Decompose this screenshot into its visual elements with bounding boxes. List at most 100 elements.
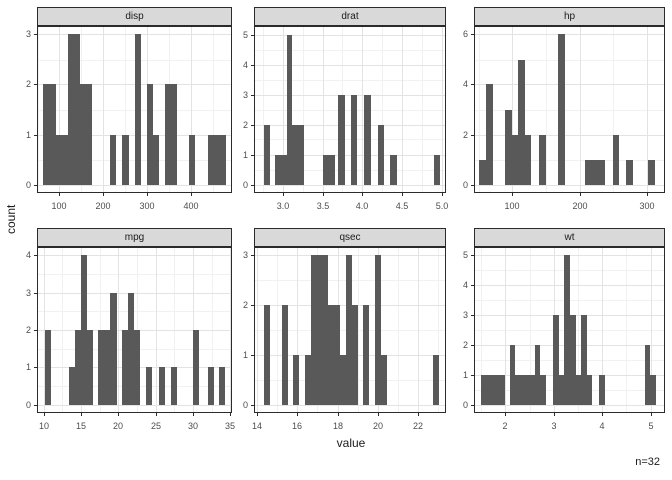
x-axis-tick	[647, 193, 648, 196]
histogram-bar	[189, 135, 195, 185]
histogram-bar	[346, 255, 352, 405]
histogram-bar	[146, 367, 152, 405]
gridline-minor-x	[481, 248, 482, 412]
histogram-bar	[98, 330, 104, 405]
y-axis-tick	[251, 355, 254, 356]
gridline-major-x	[442, 27, 443, 192]
gridline-minor-y	[38, 311, 231, 312]
histogram-bar	[553, 315, 559, 405]
histogram-bar	[193, 330, 199, 405]
x-axis-tick	[297, 413, 298, 416]
gridline-minor-y	[38, 60, 231, 61]
y-axis-tick-label: 2	[25, 325, 31, 335]
histogram-bar	[328, 305, 334, 405]
x-axis-tick	[402, 193, 403, 196]
gridline-major-x	[118, 248, 119, 412]
histogram-bar	[81, 255, 87, 405]
x-axis-tick-label: 25	[150, 421, 161, 431]
gridline-minor-x	[546, 27, 547, 192]
histogram-bar	[171, 84, 177, 185]
facet-panel-qsec	[254, 247, 446, 413]
y-axis-tick	[251, 185, 254, 186]
x-axis-tick-label: 3.5	[316, 201, 330, 211]
x-axis-tick-label: 22	[412, 421, 423, 431]
x-axis-title: value	[336, 436, 366, 450]
histogram-bar	[317, 255, 323, 405]
gridline-minor-y	[255, 50, 445, 51]
histogram-bar	[147, 84, 153, 185]
y-axis-tick	[34, 135, 37, 136]
histogram-bar	[56, 135, 62, 185]
histogram-bar	[159, 367, 165, 405]
y-axis-tick	[34, 84, 37, 85]
histogram-bar	[539, 135, 546, 185]
gridline-major-y	[255, 405, 445, 406]
facet-strip-label: wt	[564, 232, 575, 243]
y-axis-tick	[251, 255, 254, 256]
gridline-minor-x	[213, 27, 214, 192]
histogram-bar	[381, 355, 387, 405]
x-axis-tick-label: 35	[224, 421, 235, 431]
y-axis-tick	[471, 285, 474, 286]
histogram-bar	[363, 305, 369, 405]
histogram-bar	[275, 155, 287, 185]
y-axis-tick	[251, 125, 254, 126]
x-axis-tick	[418, 413, 419, 416]
histogram-bar	[599, 375, 605, 405]
x-axis-tick-label: 5	[648, 421, 654, 431]
histogram-bar	[479, 160, 486, 185]
histogram-bar	[69, 367, 75, 405]
histogram-bar	[74, 34, 80, 185]
facet-strip-drat: drat	[254, 7, 446, 26]
gridline-minor-x	[263, 27, 264, 192]
x-axis-tick-label: 15	[75, 421, 86, 431]
histogram-bar	[323, 155, 335, 185]
x-axis-tick-label: 20	[112, 421, 123, 431]
y-axis-tick	[251, 155, 254, 156]
y-axis-tick-label: 6	[462, 29, 468, 39]
histogram-bar	[352, 305, 358, 405]
y-axis-tick-label: 3	[25, 288, 31, 298]
histogram-bar	[50, 84, 56, 185]
histogram-bar	[576, 375, 581, 405]
histogram-bar	[510, 345, 515, 405]
histogram-bar	[525, 135, 531, 185]
facet-panel-mpg	[37, 247, 232, 413]
x-axis-tick	[193, 413, 194, 416]
y-axis-tick-label: 4	[462, 280, 468, 290]
facet-strip-qsec: qsec	[254, 228, 446, 247]
histogram-bar	[110, 135, 116, 185]
gridline-minor-x	[358, 248, 359, 412]
y-axis-tick	[34, 367, 37, 368]
histogram-bar	[378, 125, 384, 185]
gridline-major-x	[283, 27, 284, 192]
y-axis-tick-label: 0	[462, 180, 468, 190]
x-axis-tick	[81, 413, 82, 416]
x-axis-tick-label: 18	[332, 421, 343, 431]
y-axis-tick-label: 3	[462, 310, 468, 320]
gridline-major-y	[38, 84, 231, 85]
x-axis-tick	[602, 413, 603, 416]
histogram-bar	[110, 293, 117, 405]
histogram-bar	[626, 160, 633, 185]
gridline-major-x	[602, 248, 603, 412]
histogram-bar	[434, 155, 440, 185]
facet-strip-disp: disp	[37, 7, 232, 26]
gridline-major-y	[255, 65, 445, 66]
y-axis-tick-label: 1	[242, 150, 248, 160]
facet-strip-label: qsec	[339, 232, 361, 243]
y-axis-tick-label: 0	[25, 400, 31, 410]
gridline-major-x	[257, 248, 258, 412]
histogram-bar	[208, 135, 214, 185]
gridline-minor-y	[38, 160, 231, 161]
facet-strip-mpg: mpg	[37, 228, 232, 247]
histogram-bar	[122, 135, 129, 185]
y-axis-tick-label: 2	[242, 300, 248, 310]
x-axis-tick-label: 14	[251, 421, 262, 431]
y-axis-tick	[471, 84, 474, 85]
x-axis-tick	[147, 193, 148, 196]
histogram-bar	[323, 255, 328, 405]
y-axis-tick-label: 2	[242, 120, 248, 130]
gridline-minor-y	[38, 110, 231, 111]
y-axis-tick-label: 4	[462, 79, 468, 89]
